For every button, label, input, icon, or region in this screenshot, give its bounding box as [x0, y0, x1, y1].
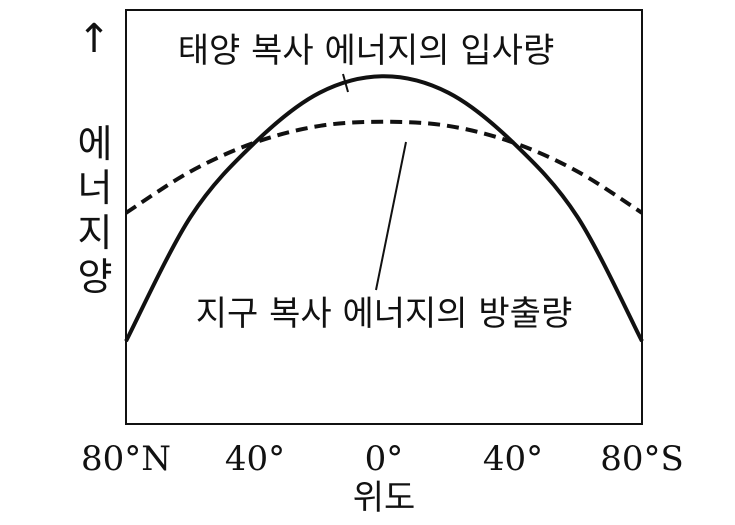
x-axis-label: 위도	[353, 478, 416, 518]
x-tick-labels: 80°N 40° 0° 40° 80°S	[81, 439, 684, 479]
series-layer	[124, 74, 644, 343]
y-axis-label-char-3: 지	[78, 211, 113, 255]
x-tick-label-2: 0°	[365, 439, 404, 479]
y-axis-arrow: ↑	[77, 16, 111, 62]
leader-line-outgoing-terrestrial	[375, 141, 407, 291]
series-label-incoming-solar: 태양 복사 에너지의 입사량	[178, 31, 555, 71]
x-tick-label-0: 80°N	[81, 439, 171, 479]
y-axis-label: ↑ 에 너 지 양	[77, 16, 112, 299]
x-tick-label-1: 40°	[225, 439, 285, 479]
series-label-outgoing-terrestrial: 지구 복사 에너지의 방출량	[196, 294, 573, 334]
series-line-incoming-solar	[124, 74, 644, 343]
x-tick-label-3: 40°	[483, 439, 543, 479]
series-line-outgoing-terrestrial	[124, 119, 644, 215]
plot-frame	[125, 9, 643, 425]
leader-layer	[342, 73, 407, 291]
y-axis-label-char-4: 양	[78, 255, 113, 299]
y-axis-label-char-1: 에	[78, 122, 113, 166]
leader-line-incoming-solar	[342, 73, 349, 93]
y-axis-label-char-2: 너	[78, 166, 113, 210]
x-tick-label-4: 80°S	[600, 439, 684, 479]
